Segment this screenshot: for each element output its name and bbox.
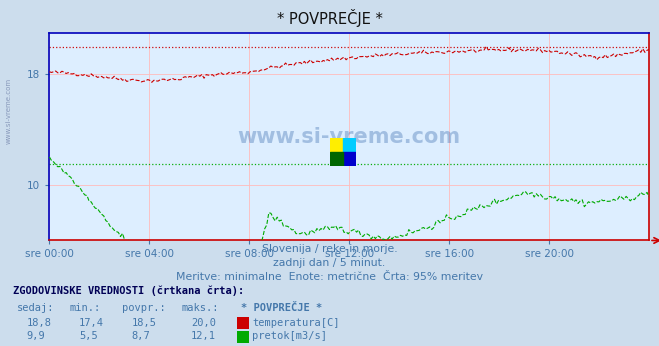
Bar <box>330 152 343 166</box>
Text: * POVPREČJE *: * POVPREČJE * <box>277 9 382 27</box>
Bar <box>343 152 356 166</box>
Text: ZGODOVINSKE VREDNOSTI (črtkana črta):: ZGODOVINSKE VREDNOSTI (črtkana črta): <box>13 285 244 296</box>
Text: povpr.:: povpr.: <box>122 303 165 313</box>
Text: min.:: min.: <box>69 303 100 313</box>
Text: 9,9: 9,9 <box>26 331 45 342</box>
Text: www.si-vreme.com: www.si-vreme.com <box>5 78 11 144</box>
Text: Slovenija / reke in morje.: Slovenija / reke in morje. <box>262 244 397 254</box>
Bar <box>343 138 356 152</box>
Text: zadnji dan / 5 minut.: zadnji dan / 5 minut. <box>273 258 386 268</box>
Bar <box>330 138 343 152</box>
Text: temperatura[C]: temperatura[C] <box>252 318 340 328</box>
Text: 20,0: 20,0 <box>191 318 216 328</box>
Text: 17,4: 17,4 <box>79 318 104 328</box>
Text: sedaj:: sedaj: <box>16 303 54 313</box>
Text: 8,7: 8,7 <box>132 331 150 342</box>
Text: 18,8: 18,8 <box>26 318 51 328</box>
Text: 12,1: 12,1 <box>191 331 216 342</box>
Text: 5,5: 5,5 <box>79 331 98 342</box>
Text: * POVPREČJE *: * POVPREČJE * <box>241 303 322 313</box>
Text: pretok[m3/s]: pretok[m3/s] <box>252 331 328 342</box>
Text: www.si-vreme.com: www.si-vreme.com <box>238 127 461 147</box>
Text: Meritve: minimalne  Enote: metrične  Črta: 95% meritev: Meritve: minimalne Enote: metrične Črta:… <box>176 272 483 282</box>
Text: 18,5: 18,5 <box>132 318 157 328</box>
Text: maks.:: maks.: <box>181 303 219 313</box>
